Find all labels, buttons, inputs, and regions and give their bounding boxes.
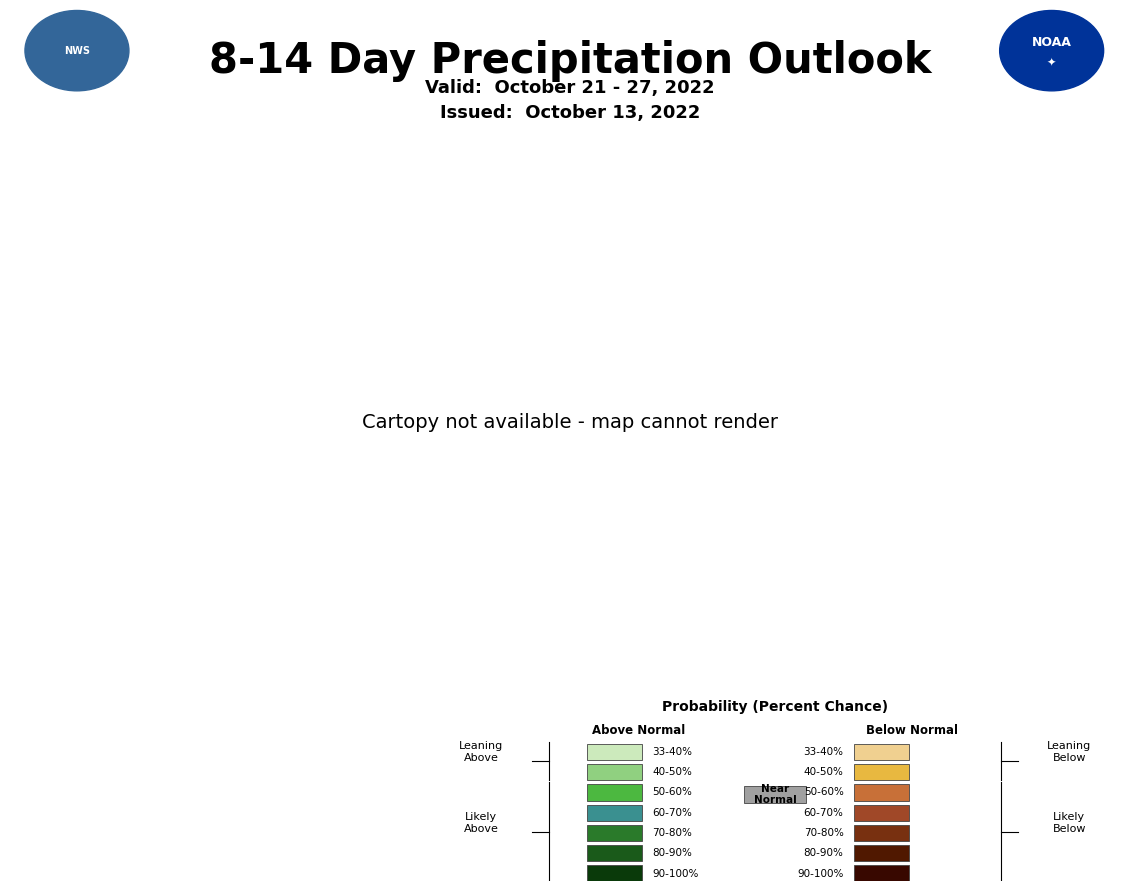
Text: 70-80%: 70-80% — [652, 828, 692, 838]
Bar — [854, 865, 909, 881]
Text: 60-70%: 60-70% — [804, 808, 844, 818]
Bar — [587, 804, 642, 821]
Text: 50-60%: 50-60% — [804, 788, 844, 797]
Bar — [854, 784, 909, 801]
Text: Valid:  October 21 - 27, 2022: Valid: October 21 - 27, 2022 — [425, 79, 715, 97]
Text: 50-60%: 50-60% — [652, 788, 692, 797]
Text: Cartopy not available - map cannot render: Cartopy not available - map cannot rende… — [363, 413, 777, 433]
Text: Likely
Below: Likely Below — [1052, 812, 1086, 833]
Bar — [587, 845, 642, 862]
Text: Probability (Percent Chance): Probability (Percent Chance) — [662, 700, 888, 714]
Text: Below Normal: Below Normal — [866, 724, 958, 737]
Text: 80-90%: 80-90% — [652, 848, 692, 858]
Text: ✦: ✦ — [1047, 58, 1057, 68]
Bar — [744, 787, 806, 803]
Bar — [587, 784, 642, 801]
Bar — [854, 744, 909, 760]
Bar — [854, 825, 909, 841]
Bar — [587, 764, 642, 781]
Text: NWS: NWS — [64, 46, 90, 56]
Bar — [587, 825, 642, 841]
Text: 33-40%: 33-40% — [652, 747, 692, 757]
Text: Near
Normal: Near Normal — [754, 784, 797, 805]
Bar — [854, 764, 909, 781]
Text: 40-50%: 40-50% — [804, 767, 844, 777]
Text: Issued:  October 13, 2022: Issued: October 13, 2022 — [440, 104, 700, 122]
Bar — [854, 845, 909, 862]
Text: 33-40%: 33-40% — [804, 747, 844, 757]
Text: Leaning
Above: Leaning Above — [459, 741, 503, 763]
Text: 90-100%: 90-100% — [797, 869, 844, 878]
Text: 40-50%: 40-50% — [652, 767, 692, 777]
Text: 90-100%: 90-100% — [652, 869, 699, 878]
Bar — [854, 804, 909, 821]
Bar — [587, 865, 642, 881]
Text: 70-80%: 70-80% — [804, 828, 844, 838]
Text: Leaning
Below: Leaning Below — [1048, 741, 1091, 763]
Text: NOAA: NOAA — [1032, 36, 1072, 48]
Text: Likely
Above: Likely Above — [464, 812, 498, 833]
Text: 8-14 Day Precipitation Outlook: 8-14 Day Precipitation Outlook — [209, 40, 931, 82]
Text: 80-90%: 80-90% — [804, 848, 844, 858]
Circle shape — [1000, 11, 1104, 91]
Bar — [587, 744, 642, 760]
Text: 60-70%: 60-70% — [652, 808, 692, 818]
Circle shape — [25, 11, 129, 91]
Text: Above Normal: Above Normal — [592, 724, 685, 737]
